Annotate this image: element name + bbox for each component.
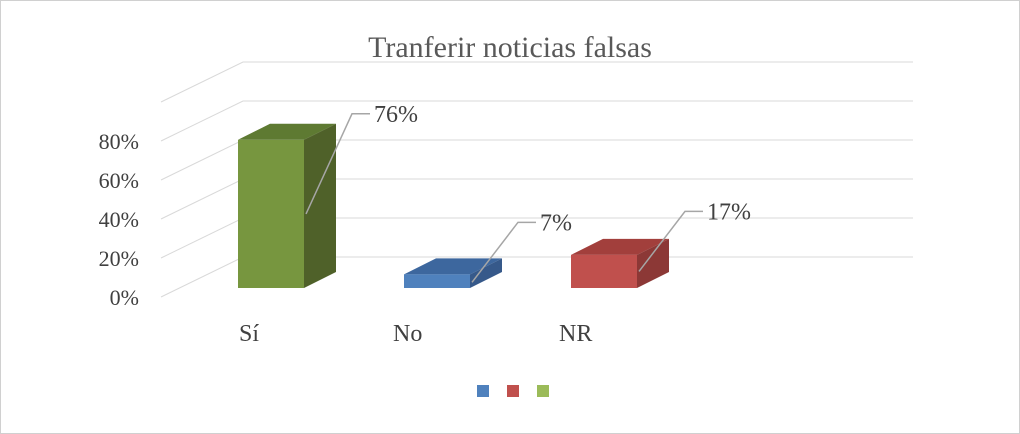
data-label: 17% [707,199,751,225]
bar-no [404,258,502,288]
y-tick-label: 40% [99,207,139,232]
data-label-leader [471,221,536,283]
bar-front-face [404,274,470,288]
data-labels: 76% 7% 17% [305,102,751,283]
data-label-leader [638,210,703,272]
y-tick-label: 80% [99,129,139,154]
legend [477,385,549,397]
legend-swatch [477,385,489,397]
data-label-leader [305,113,370,215]
y-axis-ticks: 0% 20% 40% 60% 80% [99,129,139,310]
bar-top-face [571,238,669,255]
bar-side-face [470,258,502,288]
x-category-label: No [393,321,422,347]
bar-front-face [238,139,304,288]
bar-sí [238,123,336,288]
y-tick-label: 0% [110,285,139,310]
bar-front-face [571,254,637,288]
x-category-label: NR [559,321,592,347]
chart-title: Tranferir noticias falsas [368,31,652,64]
data-label: 7% [540,210,572,236]
bars [238,123,669,288]
data-label: 76% [374,102,418,128]
legend-swatch [537,385,549,397]
bar-top-face [238,123,336,140]
y-tick-label: 20% [99,246,139,271]
x-category-label: Sí [239,321,259,347]
gridline [160,100,913,142]
bar-side-face [304,123,336,288]
bar-nr [571,238,669,288]
bar-top-face [404,258,502,275]
x-axis-categories: Sí No NR [239,321,592,347]
gridline [160,61,913,103]
legend-swatch [507,385,519,397]
y-tick-label: 60% [99,168,139,193]
bar-side-face [637,238,669,288]
